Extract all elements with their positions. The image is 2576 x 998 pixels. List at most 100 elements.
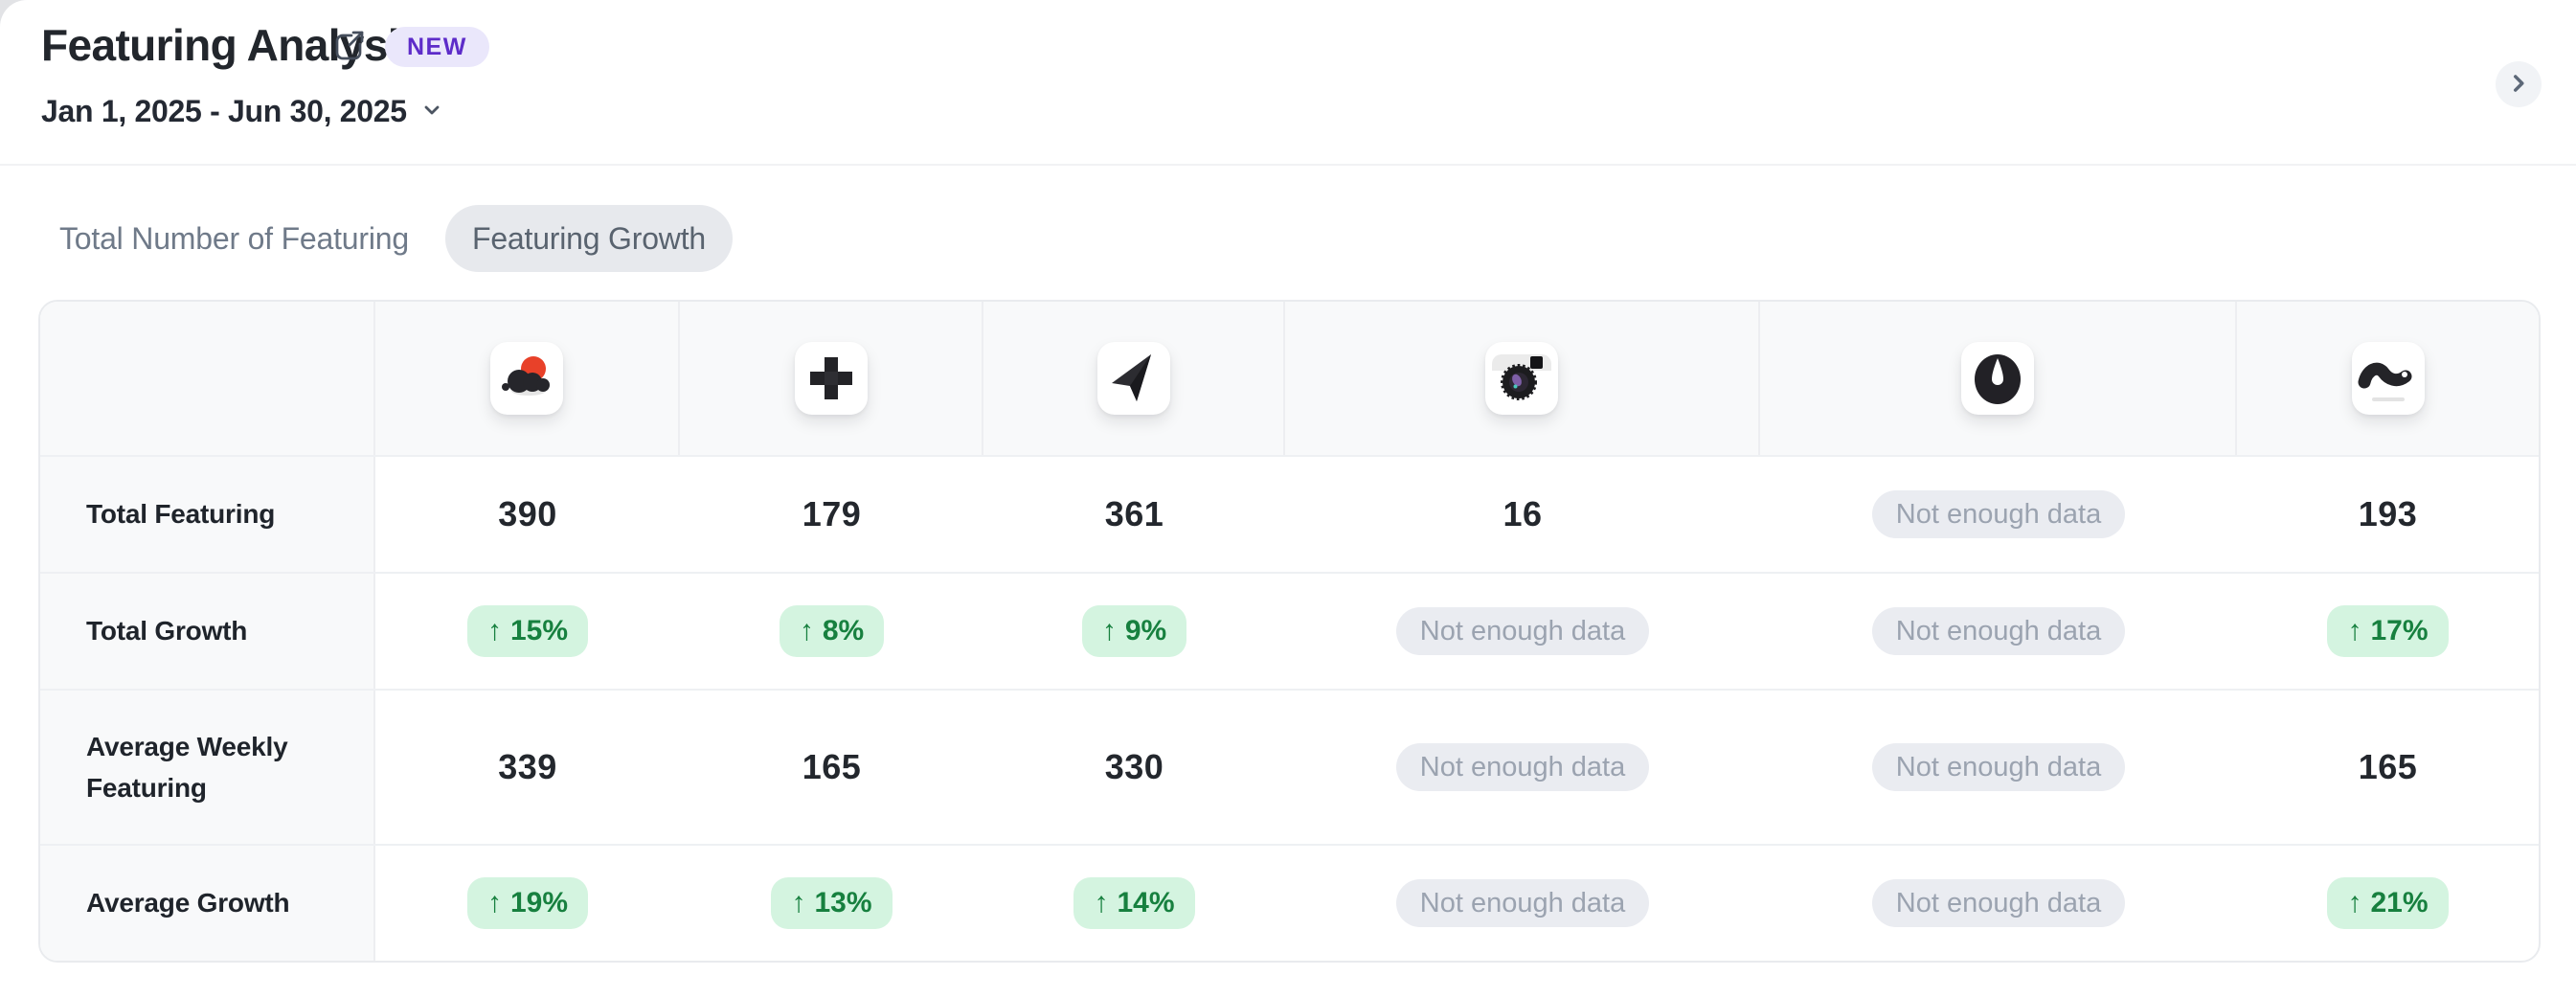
gauge-timer-app-icon	[1961, 342, 2034, 415]
metric-value: 16	[1503, 494, 1543, 533]
value-cell: ↑ 14%	[983, 846, 1285, 961]
up-arrow-icon: ↑	[2347, 887, 2362, 919]
metric-value: 179	[802, 494, 862, 533]
value-cell: Not enough data	[1760, 846, 2237, 961]
tab-featuring-growth[interactable]: Featuring Growth	[444, 205, 733, 272]
up-arrow-icon: ↑	[1094, 887, 1109, 919]
not-enough-data-badge: Not enough data	[1395, 743, 1650, 791]
value-cell: Not enough data	[1760, 457, 2237, 572]
value-cell: Not enough data	[1285, 846, 1760, 961]
growth-badge: ↑ 14%	[1073, 877, 1195, 929]
chevron-right-icon	[2506, 71, 2531, 99]
up-arrow-icon: ↑	[1101, 615, 1117, 646]
metric-value: 339	[498, 747, 557, 786]
not-enough-data-badge: Not enough data	[1871, 607, 2126, 655]
growth-badge: ↑ 21%	[2327, 877, 2449, 929]
header-app-cell	[1285, 302, 1760, 455]
growth-badge: ↑ 17%	[2327, 605, 2449, 657]
value-cell: 361	[983, 457, 1285, 572]
metric-value: 361	[1104, 494, 1164, 533]
date-range-selector[interactable]: Jan 1, 2025 - Jun 30, 2025	[41, 90, 445, 132]
value-cell: 165	[2237, 691, 2539, 844]
header-empty-cell	[40, 302, 375, 455]
growth-value: 19%	[509, 887, 569, 919]
metric-value: 193	[2358, 494, 2418, 533]
row-label-cell: Average Growth	[40, 846, 375, 961]
collapse-panel-button[interactable]	[2496, 61, 2542, 107]
metric-tabs: Total Number of Featuring Featuring Grow…	[59, 204, 733, 273]
camera-app-icon	[1485, 342, 1558, 415]
up-arrow-icon: ↑	[486, 887, 502, 919]
growth-badge: ↑ 9%	[1081, 605, 1187, 657]
table-row: Average Weekly Featuring 339 165 330 Not eno…	[40, 689, 2539, 844]
growth-value: 15%	[509, 615, 569, 646]
value-cell: Not enough data	[1760, 691, 2237, 844]
not-enough-data-badge: Not enough data	[1871, 879, 2126, 927]
row-label: Total Featuring	[86, 499, 276, 530]
row-label-cell: Total Featuring	[40, 457, 375, 572]
header-app-cell	[375, 302, 680, 455]
new-badge: NEW	[385, 27, 489, 67]
date-range-text: Jan 1, 2025 - Jun 30, 2025	[41, 93, 407, 128]
value-cell: 165	[680, 691, 983, 844]
header-app-cell	[983, 302, 1285, 455]
up-arrow-icon: ↑	[791, 887, 806, 919]
value-cell: ↑ 9%	[983, 574, 1285, 689]
not-enough-data-badge: Not enough data	[1871, 743, 2126, 791]
header-app-cell	[1760, 302, 2237, 455]
growth-badge: ↑ 19%	[466, 877, 589, 929]
featuring-table: Total Featuring 390 179 361 16 Not enough dat…	[38, 300, 2541, 963]
up-arrow-icon: ↑	[486, 615, 502, 646]
row-label: Average Weekly Featuring	[86, 731, 288, 803]
value-cell: Not enough data	[1285, 574, 1760, 689]
value-cell: 330	[983, 691, 1285, 844]
value-cell: Not enough data	[1285, 691, 1760, 844]
value-cell: ↑ 21%	[2237, 846, 2539, 961]
table-row: Total Growth ↑ 15% ↑ 8% ↑ 9% Not enough data Not…	[40, 572, 2539, 689]
table-row: Total Featuring 390 179 361 16 Not enough dat…	[40, 455, 2539, 572]
growth-value: 21%	[2370, 887, 2429, 919]
external-link-button[interactable]	[329, 27, 368, 65]
squiggle-worm-app-icon	[2351, 342, 2425, 415]
growth-value: 14%	[1117, 887, 1175, 919]
growth-value: 13%	[814, 887, 872, 919]
value-cell: ↑ 8%	[680, 574, 983, 689]
growth-badge: ↑ 13%	[771, 877, 893, 929]
value-cell: 390	[375, 457, 680, 572]
blob-cloud-red-app-icon	[490, 342, 563, 415]
up-arrow-icon: ↑	[799, 615, 814, 646]
not-enough-data-badge: Not enough data	[1395, 879, 1650, 927]
not-enough-data-badge: Not enough data	[1395, 607, 1650, 655]
value-cell: ↑ 17%	[2237, 574, 2539, 689]
tab-total-number-of-featuring[interactable]: Total Number of Featuring	[59, 220, 409, 256]
external-link-icon	[329, 31, 368, 68]
row-label: Total Growth	[86, 616, 248, 646]
up-arrow-icon: ↑	[2347, 615, 2362, 646]
growth-badge: ↑ 8%	[779, 605, 885, 657]
row-label: Average Growth	[86, 888, 290, 919]
growth-badge: ↑ 15%	[466, 605, 589, 657]
header-app-cell	[2237, 302, 2539, 455]
value-cell: ↑ 15%	[375, 574, 680, 689]
row-label-cell: Average Weekly Featuring	[40, 691, 375, 844]
chevron-down-icon	[418, 97, 445, 126]
metric-value: 165	[802, 747, 862, 786]
value-cell: 16	[1285, 457, 1760, 572]
value-cell: Not enough data	[1760, 574, 2237, 689]
growth-value: 17%	[2370, 615, 2429, 646]
value-cell: 179	[680, 457, 983, 572]
metric-value: 330	[1104, 747, 1164, 786]
header-app-cell	[680, 302, 983, 455]
not-enough-data-badge: Not enough data	[1871, 490, 2126, 538]
metric-value: 390	[498, 494, 557, 533]
plus-cross-app-icon	[794, 342, 868, 415]
row-label-cell: Total Growth	[40, 574, 375, 689]
metric-value: 165	[2358, 747, 2418, 786]
paper-plane-app-icon	[1096, 342, 1170, 415]
header-divider	[0, 164, 2576, 166]
value-cell: 339	[375, 691, 680, 844]
growth-value: 8%	[822, 615, 865, 646]
table-header-row	[40, 302, 2539, 455]
table-row: Average Growth ↑ 19% ↑ 13% ↑ 14% Not enough dat…	[40, 844, 2539, 961]
